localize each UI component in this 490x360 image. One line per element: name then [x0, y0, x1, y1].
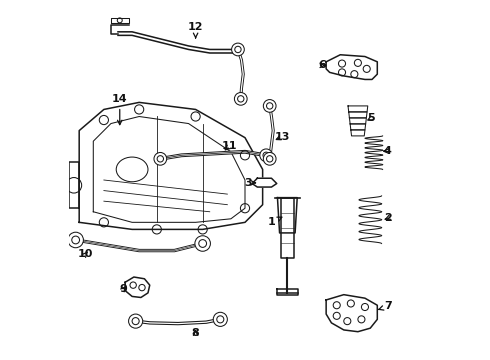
Text: 2: 2 [384, 213, 392, 223]
Circle shape [195, 236, 210, 251]
Text: 7: 7 [379, 301, 392, 311]
Circle shape [68, 232, 83, 248]
Circle shape [213, 312, 227, 327]
Text: 6: 6 [318, 60, 326, 70]
Polygon shape [277, 289, 298, 294]
Text: 3: 3 [245, 178, 255, 188]
Circle shape [128, 314, 143, 328]
Circle shape [263, 100, 276, 112]
Text: 14: 14 [112, 94, 127, 125]
Text: 10: 10 [78, 249, 93, 259]
Text: 8: 8 [192, 328, 199, 338]
Text: 1: 1 [268, 217, 282, 227]
Text: 11: 11 [221, 141, 237, 152]
Circle shape [232, 43, 245, 56]
Circle shape [154, 153, 167, 165]
Polygon shape [79, 102, 263, 229]
Circle shape [234, 93, 247, 105]
Text: 5: 5 [368, 113, 375, 123]
Text: 13: 13 [274, 132, 290, 142]
Polygon shape [281, 198, 294, 258]
Text: 4: 4 [384, 146, 392, 156]
Polygon shape [326, 294, 377, 332]
Polygon shape [277, 198, 297, 233]
Polygon shape [125, 277, 150, 297]
Text: 9: 9 [120, 284, 127, 294]
Circle shape [263, 153, 276, 165]
Polygon shape [252, 178, 277, 187]
Circle shape [260, 149, 272, 162]
Polygon shape [326, 55, 377, 80]
Text: 12: 12 [188, 22, 203, 38]
